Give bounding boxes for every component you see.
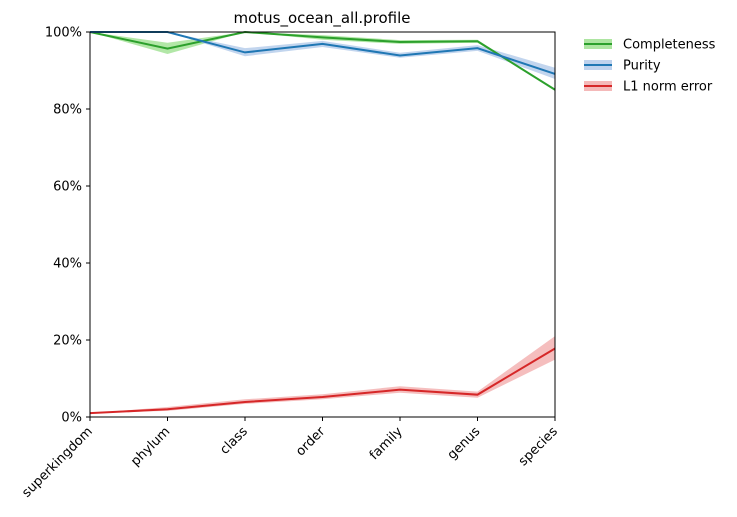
x-tick-label: genus — [445, 424, 484, 463]
y-tick-label: 0% — [61, 411, 82, 426]
x-tick-label: class — [217, 424, 251, 458]
x-tick-label: species — [516, 424, 561, 469]
y-tick-label: 100% — [45, 26, 82, 41]
x-tick-label: phylum — [128, 424, 173, 469]
legend-label: Purity — [623, 59, 661, 74]
series-lines — [89, 30, 556, 415]
legend-label: Completeness — [623, 38, 716, 53]
y-tick-label: 80% — [53, 103, 82, 118]
x-axis: superkingdom phylum class order family genus s… — [19, 417, 561, 501]
y-axis: 0% 20% 40% 60% 80% 100% — [45, 26, 90, 426]
y-tick-label: 60% — [53, 180, 82, 195]
y-tick-label: 40% — [53, 257, 82, 272]
legend: Completeness Purity L1 norm error — [584, 38, 716, 95]
x-tick-label: family — [367, 424, 406, 463]
line-l1-norm-error — [89, 347, 556, 415]
confidence-bands — [90, 32, 555, 414]
legend-label: L1 norm error — [623, 80, 713, 95]
plot-frame — [89, 31, 556, 418]
chart-title: motus_ocean_all.profile — [233, 9, 410, 28]
band-completeness — [90, 32, 555, 90]
band-l1-norm-error — [90, 336, 555, 414]
line-completeness — [89, 30, 556, 91]
y-tick-label: 20% — [53, 334, 82, 349]
band-purity — [90, 32, 555, 79]
x-tick-label: order — [293, 424, 329, 460]
x-tick-label: superkingdom — [19, 424, 95, 500]
